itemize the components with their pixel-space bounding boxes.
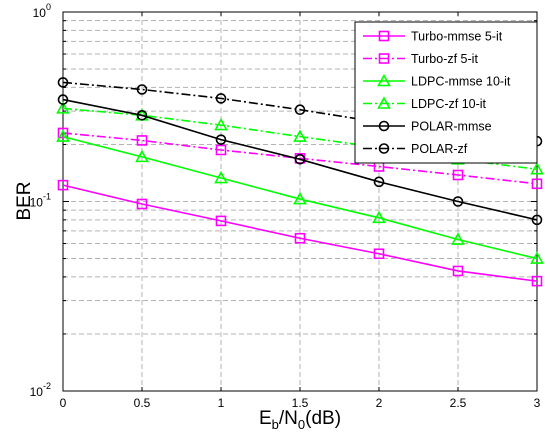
data-point xyxy=(214,170,228,184)
data-point xyxy=(531,275,543,287)
legend-marker xyxy=(377,96,391,109)
legend-marker xyxy=(378,143,390,154)
x-tick-label: 1 xyxy=(218,396,225,410)
legend-item: LDPC-zf 10-it xyxy=(363,96,487,111)
legend-label: Turbo-zf 5-it xyxy=(411,52,478,66)
series-line xyxy=(62,135,538,260)
data-point xyxy=(215,215,227,227)
data-point xyxy=(531,178,543,190)
data-point xyxy=(294,232,306,244)
data-point xyxy=(293,191,307,205)
legend-marker xyxy=(378,120,390,132)
legend-item: POLAR-mmse xyxy=(363,120,492,134)
legend-item: Turbo-zf 5-it xyxy=(363,52,478,66)
data-point xyxy=(373,176,385,188)
x-axis-title: Eb/N0(dB) xyxy=(259,408,341,432)
data-point xyxy=(294,104,306,116)
data-point xyxy=(57,77,69,88)
legend-label: LDPC-zf 10-it xyxy=(411,97,487,111)
series-line xyxy=(62,132,538,185)
data-point xyxy=(136,198,148,210)
data-point xyxy=(214,117,228,131)
legend-marker xyxy=(378,53,390,64)
x-tick-label: 0.5 xyxy=(134,396,151,410)
legend-item: Turbo-mmse 5-it xyxy=(363,30,503,44)
data-point xyxy=(530,251,544,264)
data-point xyxy=(215,93,227,104)
x-tick-label: 2 xyxy=(376,396,383,410)
series-line xyxy=(62,184,538,282)
axis-ticks: 0 0.5 1 1.5 2 2.5 3 100 10-1 10-2 xyxy=(30,2,541,410)
legend-label: LDPC-mmse 10-it xyxy=(411,75,511,89)
x-tick-label: 2.5 xyxy=(450,396,467,410)
x-axis-title-sub2: 0 xyxy=(298,417,305,432)
data-point xyxy=(215,144,227,156)
x-axis-title-end: (dB) xyxy=(305,408,341,429)
legend-label: Turbo-mmse 5-it xyxy=(411,30,503,44)
data-point xyxy=(56,129,70,142)
legend-box xyxy=(354,21,538,164)
y-tick-label: 10-2 xyxy=(30,381,51,399)
x-axis-title-mid: /N xyxy=(279,408,298,429)
data-point xyxy=(530,162,544,175)
y-tick-label: 100 xyxy=(33,2,51,20)
data-point xyxy=(452,169,464,181)
y-tick-label: 10-1 xyxy=(30,192,51,210)
data-point xyxy=(452,196,464,207)
data-point xyxy=(293,129,307,142)
data-point xyxy=(451,232,465,245)
series-5 xyxy=(57,94,543,226)
legend-label: POLAR-mmse xyxy=(411,120,492,134)
legend-label: POLAR-zf xyxy=(411,142,468,156)
legend-item: LDPC-mmse 10-it xyxy=(363,73,511,89)
data-point xyxy=(57,127,69,139)
series-1 xyxy=(57,179,543,287)
x-tick-label: 1.5 xyxy=(292,396,309,410)
data-point xyxy=(215,134,227,145)
x-axis-title-main: E xyxy=(259,408,272,429)
legend-marker xyxy=(377,73,391,87)
data-point xyxy=(57,94,69,105)
data-point xyxy=(373,248,385,260)
data-point xyxy=(452,265,464,277)
data-point xyxy=(136,110,148,121)
legend: Turbo-mmse 5-it Turbo-zf 5-it LDPC-mmse 10… xyxy=(354,21,538,164)
data-point xyxy=(136,135,148,146)
y-axis-title: BER xyxy=(14,181,35,220)
x-tick-label: 0 xyxy=(60,396,67,410)
data-point xyxy=(56,101,70,114)
series-line xyxy=(62,98,538,221)
data-point xyxy=(135,149,149,163)
series-3 xyxy=(56,129,544,264)
x-tick-label: 3 xyxy=(534,396,541,410)
data-point xyxy=(136,84,148,95)
x-axis-title-sub1: b xyxy=(272,417,279,432)
data-point xyxy=(372,210,386,224)
legend-item: POLAR-zf xyxy=(363,142,468,156)
series-2 xyxy=(57,127,543,190)
data-point xyxy=(294,153,306,165)
data-point xyxy=(57,179,69,191)
legend-marker xyxy=(378,30,390,42)
data-point xyxy=(531,214,543,226)
